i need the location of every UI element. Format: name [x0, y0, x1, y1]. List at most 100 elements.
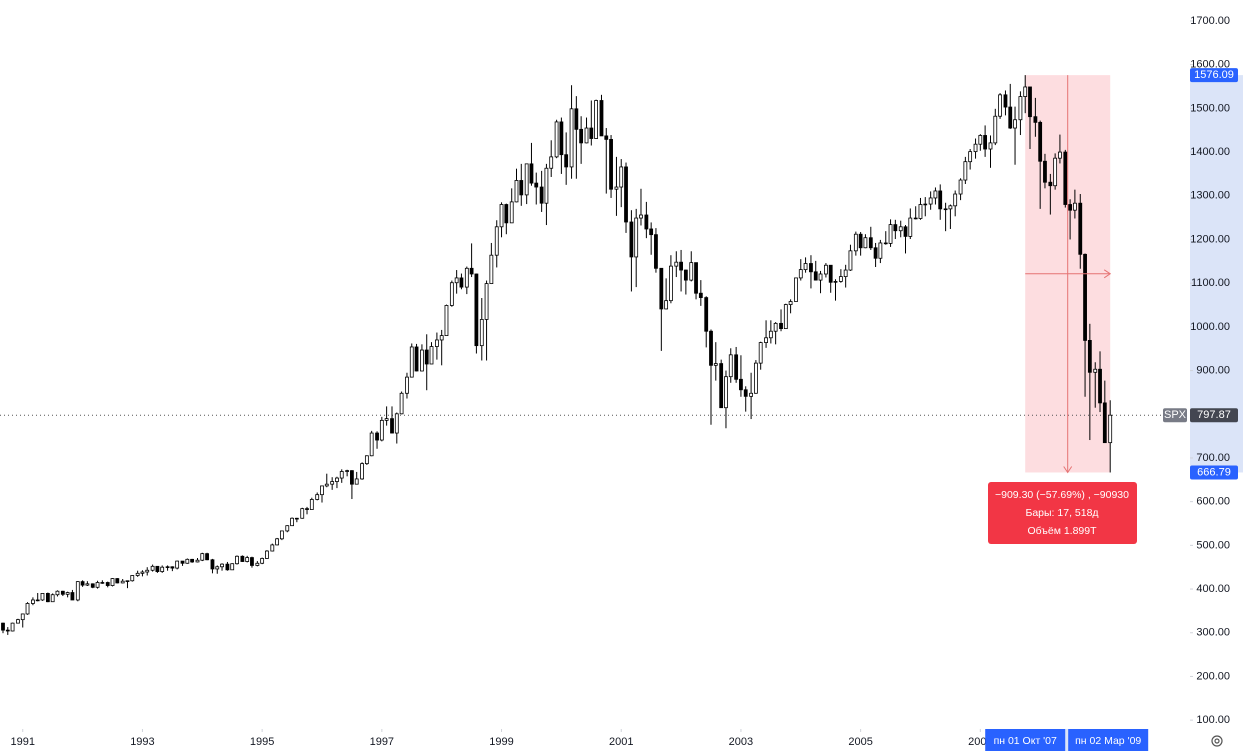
candle-body: [354, 478, 359, 485]
candle-body: [743, 389, 748, 397]
x-tick-label: 1995: [250, 736, 274, 748]
candle-body: [554, 121, 559, 158]
candle-body: [444, 305, 449, 337]
candle-body: [809, 263, 813, 273]
candle-body: [908, 217, 913, 237]
y-tick-label: 1700.00: [1190, 15, 1230, 27]
candle-body: [1108, 414, 1113, 444]
candle-body: [484, 283, 489, 320]
candle-body: [803, 263, 808, 271]
candle-body: [16, 619, 20, 624]
candle-body: [265, 550, 269, 559]
candle-body: [679, 261, 683, 271]
candle-body: [1013, 119, 1017, 129]
axis-range-highlight: [1190, 75, 1243, 473]
candle-body: [649, 228, 654, 236]
candle-body: [210, 559, 215, 570]
candle-body: [509, 201, 514, 224]
candle-body: [489, 254, 494, 284]
candle-body: [414, 346, 419, 372]
candle-body: [953, 193, 958, 207]
candle-body: [375, 432, 379, 441]
candle-body: [559, 121, 564, 156]
measure-info: Объём 1.899T: [1027, 525, 1097, 537]
candle-body: [923, 203, 928, 206]
measure-start-date: пн 01 Окт '07: [994, 735, 1057, 747]
candle-body: [55, 590, 60, 596]
candle-body: [1078, 202, 1083, 255]
candle-body: [31, 599, 35, 604]
candle-body: [1053, 157, 1058, 187]
candle-body: [1068, 204, 1072, 211]
candle-body: [878, 242, 883, 259]
candle-body: [988, 142, 993, 150]
candle-body: [469, 267, 474, 275]
candle-body: [629, 221, 634, 258]
candle-body: [464, 267, 469, 288]
candle-body: [1033, 116, 1038, 123]
candle-body: [579, 128, 584, 144]
candle-body: [614, 186, 619, 190]
candle-body: [783, 304, 788, 330]
candle-body: [394, 413, 399, 434]
candle-body: [160, 566, 165, 572]
candle-body: [1028, 86, 1032, 118]
candle-body: [549, 156, 554, 169]
candle-body: [719, 363, 724, 409]
candle-body: [659, 267, 664, 310]
candle-body: [728, 354, 733, 378]
candle-body: [794, 277, 798, 302]
candle-body: [95, 582, 100, 588]
candle-body: [369, 432, 374, 457]
candle-body: [584, 127, 589, 144]
candle-body: [779, 322, 783, 330]
candle-body: [5, 629, 10, 632]
measure-low-label-bg: [1190, 465, 1238, 480]
candle-body: [279, 530, 284, 540]
candle-body: [180, 560, 185, 564]
candle-body: [669, 265, 673, 302]
candle-body: [235, 555, 239, 565]
candle-body: [1018, 96, 1023, 121]
candle-body: [1093, 368, 1098, 373]
candle-body: [788, 301, 793, 305]
candle-body: [539, 186, 544, 204]
candle-body: [85, 583, 90, 586]
candle-body: [713, 363, 718, 366]
candle-body: [384, 418, 389, 421]
candle-body: [858, 233, 863, 249]
candle-body: [698, 292, 703, 298]
candle-body: [818, 273, 823, 281]
candle-body: [813, 271, 818, 281]
candle-body: [360, 463, 364, 480]
measure-high-label: 1576.09: [1194, 69, 1234, 81]
candle-body: [290, 517, 294, 527]
candle-body: [1087, 340, 1092, 373]
y-tick-label: 600.00: [1196, 496, 1230, 508]
gear-center[interactable]: [1214, 738, 1220, 744]
measure-h-arrow: [1103, 269, 1112, 279]
candle-body: [724, 376, 728, 409]
gear[interactable]: [1211, 735, 1223, 747]
candle-body: [20, 613, 25, 621]
settings-icon[interactable]: [1211, 735, 1223, 747]
y-tick-label: 1000.00: [1190, 321, 1230, 333]
candle-body: [998, 94, 1002, 117]
candle-body: [654, 234, 658, 269]
candle-body: [848, 250, 853, 271]
candle-body: [270, 544, 275, 552]
candle-body: [105, 582, 110, 586]
candle-body: [409, 346, 414, 378]
candle-body: [479, 319, 484, 347]
candle-body: [1083, 253, 1087, 341]
candle-body: [130, 575, 135, 582]
measure-end-date-bg: [1068, 729, 1149, 751]
candle-body: [175, 560, 180, 569]
x-tick-label: 2005: [848, 736, 872, 748]
candle-body: [978, 135, 983, 145]
candle-body: [379, 419, 384, 441]
candle-body: [434, 339, 439, 347]
candle-body: [320, 485, 324, 496]
candle-body: [739, 378, 743, 391]
candle-body: [240, 555, 245, 562]
